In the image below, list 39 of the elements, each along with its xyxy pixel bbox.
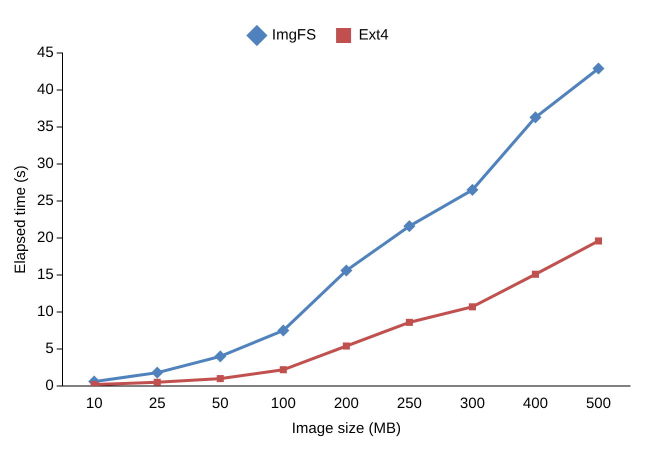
y-tick-label: 20 bbox=[36, 229, 54, 246]
x-tick-label: 300 bbox=[460, 395, 485, 412]
point bbox=[342, 342, 350, 350]
y-tick-label: 10 bbox=[36, 303, 54, 320]
point bbox=[529, 111, 542, 124]
y-tick-label: 15 bbox=[36, 266, 54, 284]
x-tick-label: 50 bbox=[212, 395, 229, 412]
point bbox=[592, 62, 604, 75]
x-tick-label: 25 bbox=[148, 395, 166, 412]
x-axis-title: Image size (MB) bbox=[292, 420, 401, 438]
point bbox=[151, 366, 164, 379]
x-tick-label: 10 bbox=[86, 395, 103, 412]
x-tick-label: 400 bbox=[522, 395, 548, 412]
legend-label: Ext4 bbox=[358, 26, 389, 44]
point bbox=[403, 220, 416, 232]
point bbox=[340, 264, 352, 277]
point bbox=[280, 366, 287, 374]
y-tick-label: 5 bbox=[45, 340, 54, 358]
y-tick-label: 45 bbox=[36, 44, 54, 62]
point bbox=[532, 270, 539, 278]
y-tick-label: 30 bbox=[36, 155, 54, 172]
x-tick-label: 200 bbox=[334, 395, 359, 412]
x-tick-label: 100 bbox=[270, 395, 296, 412]
point bbox=[214, 350, 226, 362]
y-tick-label: 35 bbox=[36, 118, 54, 136]
legend-label: ImgFS bbox=[272, 26, 316, 44]
point bbox=[154, 378, 161, 386]
y-tick-label: 40 bbox=[36, 81, 54, 98]
point bbox=[216, 375, 224, 382]
x-tick-label: 250 bbox=[396, 395, 422, 412]
y-tick-label: 0 bbox=[45, 377, 54, 394]
point bbox=[594, 237, 602, 244]
point bbox=[468, 303, 476, 310]
y-axis-title: Elapsed time (s) bbox=[12, 165, 30, 274]
point bbox=[277, 324, 290, 336]
point bbox=[466, 184, 478, 196]
x-tick-label: 500 bbox=[586, 395, 611, 412]
y-tick-label: 25 bbox=[36, 192, 54, 210]
point bbox=[406, 318, 413, 326]
